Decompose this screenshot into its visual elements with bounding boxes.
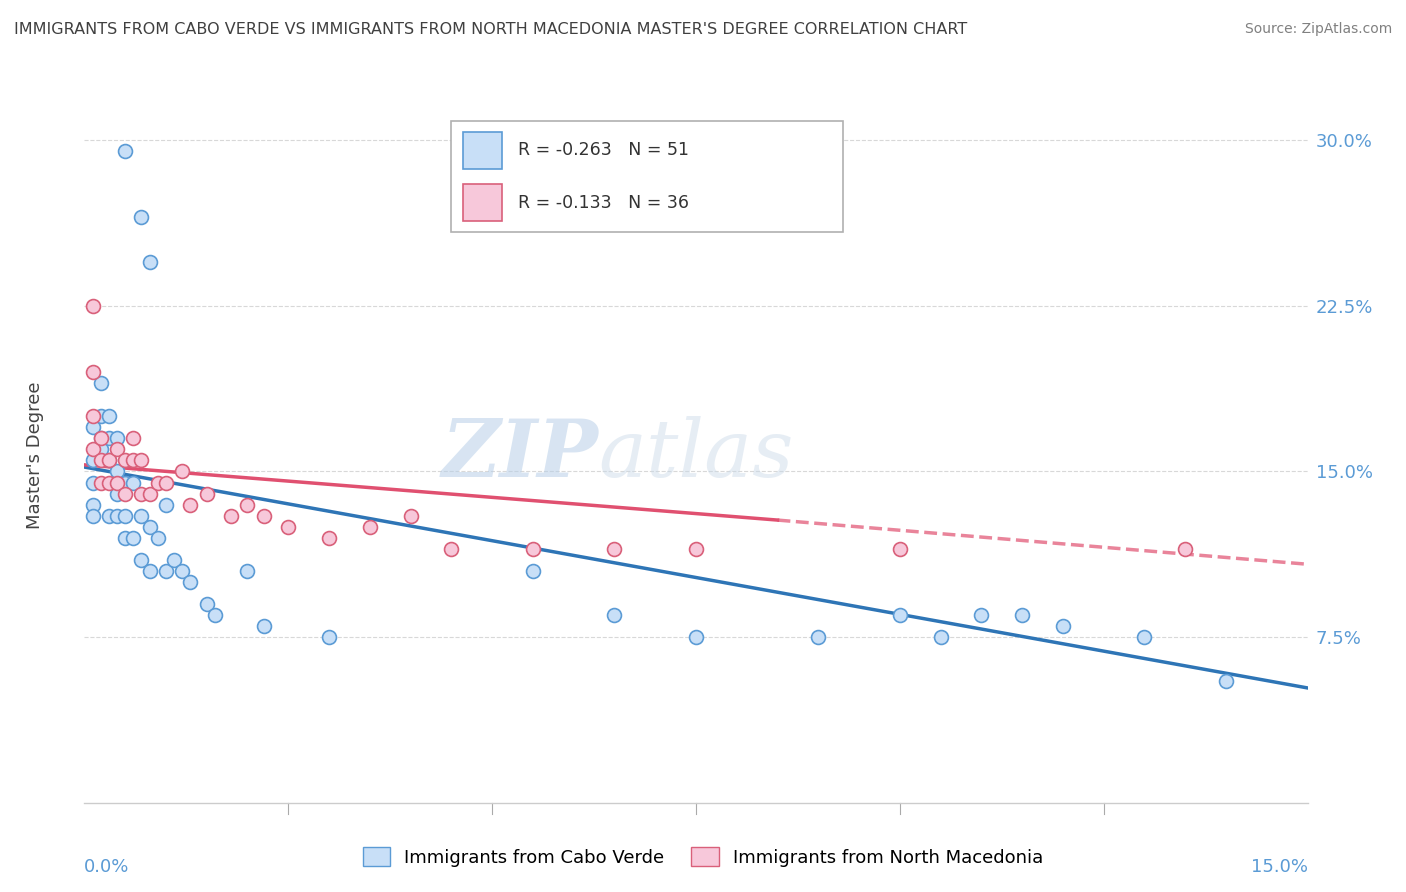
Point: [685, 541, 707, 556]
Point: [90, 409, 112, 424]
Point: [82, 475, 104, 490]
Point: [889, 541, 911, 556]
Point: [685, 630, 707, 644]
Point: [97, 508, 120, 523]
Point: [122, 475, 145, 490]
Point: [155, 564, 177, 578]
Point: [138, 519, 160, 533]
Point: [97, 475, 120, 490]
Point: [105, 475, 128, 490]
Point: [82, 442, 104, 457]
Point: [1133, 630, 1156, 644]
Point: [172, 564, 194, 578]
Point: [82, 498, 104, 512]
Point: [90, 442, 112, 457]
Point: [219, 508, 242, 523]
Point: [138, 564, 160, 578]
Text: atlas: atlas: [598, 417, 793, 493]
Point: [277, 519, 299, 533]
Point: [97, 409, 120, 424]
Point: [146, 475, 169, 490]
Point: [440, 541, 463, 556]
Point: [807, 630, 830, 644]
Point: [1011, 608, 1033, 623]
Text: IMMIGRANTS FROM CABO VERDE VS IMMIGRANTS FROM NORTH MACEDONIA MASTER'S DEGREE CO: IMMIGRANTS FROM CABO VERDE VS IMMIGRANTS…: [14, 22, 967, 37]
Point: [1174, 541, 1197, 556]
Point: [929, 630, 952, 644]
Point: [82, 365, 104, 379]
Point: [82, 299, 104, 313]
Point: [522, 541, 544, 556]
Point: [172, 465, 194, 479]
Point: [359, 519, 381, 533]
Point: [114, 531, 136, 545]
Point: [114, 145, 136, 159]
Point: [97, 453, 120, 467]
Point: [114, 475, 136, 490]
Point: [399, 508, 422, 523]
Point: [1052, 619, 1074, 633]
Point: [253, 619, 276, 633]
Point: [105, 465, 128, 479]
Point: [138, 486, 160, 500]
Point: [122, 431, 145, 445]
Point: [163, 553, 186, 567]
Point: [90, 376, 112, 391]
Point: [236, 564, 259, 578]
Text: 0.0%: 0.0%: [84, 858, 129, 876]
Point: [236, 498, 259, 512]
Point: [131, 553, 153, 567]
Point: [138, 254, 160, 268]
Point: [114, 453, 136, 467]
Point: [122, 453, 145, 467]
Point: [105, 508, 128, 523]
Point: [253, 508, 276, 523]
Point: [82, 420, 104, 434]
Point: [146, 531, 169, 545]
Legend: Immigrants from Cabo Verde, Immigrants from North Macedonia: Immigrants from Cabo Verde, Immigrants f…: [356, 840, 1050, 874]
Point: [90, 453, 112, 467]
Point: [889, 608, 911, 623]
Point: [603, 541, 626, 556]
Point: [204, 608, 226, 623]
Point: [318, 630, 340, 644]
Point: [82, 409, 104, 424]
Point: [97, 453, 120, 467]
Point: [179, 498, 201, 512]
Text: Master's Degree: Master's Degree: [27, 381, 45, 529]
Point: [970, 608, 993, 623]
Point: [90, 431, 112, 445]
Point: [318, 531, 340, 545]
Point: [90, 431, 112, 445]
Point: [131, 211, 153, 225]
Point: [114, 486, 136, 500]
Point: [105, 431, 128, 445]
Point: [155, 475, 177, 490]
Point: [155, 498, 177, 512]
Point: [131, 453, 153, 467]
Point: [105, 486, 128, 500]
Point: [195, 486, 218, 500]
Point: [82, 453, 104, 467]
Point: [105, 442, 128, 457]
Point: [195, 597, 218, 611]
Point: [90, 475, 112, 490]
Point: [522, 564, 544, 578]
Text: ZIP: ZIP: [441, 417, 598, 493]
Point: [131, 508, 153, 523]
Text: Source: ZipAtlas.com: Source: ZipAtlas.com: [1244, 22, 1392, 37]
Point: [131, 486, 153, 500]
Point: [82, 508, 104, 523]
Point: [1215, 674, 1237, 689]
Point: [179, 574, 201, 589]
Point: [114, 508, 136, 523]
Text: 15.0%: 15.0%: [1250, 858, 1308, 876]
Point: [122, 531, 145, 545]
Point: [603, 608, 626, 623]
Point: [97, 431, 120, 445]
